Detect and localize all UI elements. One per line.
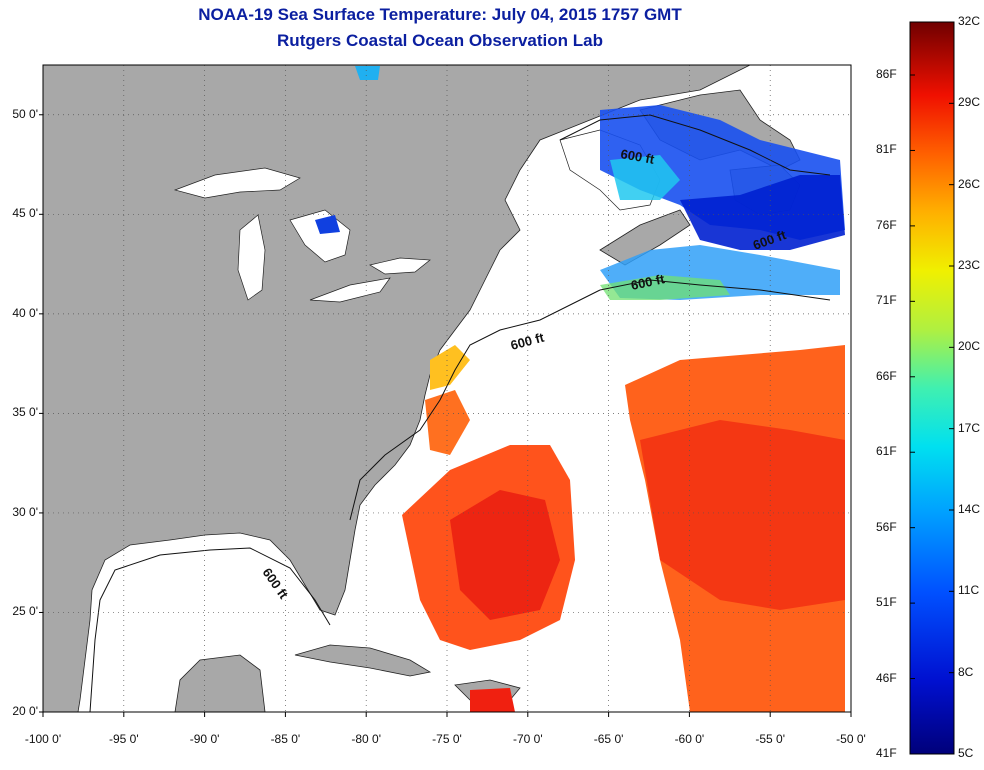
lon-tick-label: -100 0' xyxy=(24,732,62,746)
isobath-600ft xyxy=(89,114,831,713)
colorbar-ticks xyxy=(910,21,954,755)
contour-label-gulf-of-maine: 600 ft xyxy=(630,271,667,293)
colorbar-fahrenheit-label: 41F xyxy=(876,746,897,760)
lon-tick-label: -80 0' xyxy=(351,732,382,746)
lon-tick-label: -75 0' xyxy=(432,732,462,746)
map-subtitle: Rutgers Coastal Ocean Observation Lab xyxy=(277,31,603,50)
colorbar-celsius-label: 23C xyxy=(958,258,981,272)
sst-patch-sargasso-red xyxy=(450,490,560,620)
colorbar-fahrenheit-label: 71F xyxy=(876,293,897,308)
land-north-america xyxy=(43,65,751,712)
lon-tick-label: -85 0' xyxy=(270,732,301,746)
lat-tick-label: 35 0' xyxy=(12,405,38,420)
lat-tick-label: 20 0' xyxy=(12,704,38,718)
land-cuba xyxy=(294,644,432,677)
contour-label-st-lawrence: 600 ft xyxy=(619,146,656,167)
colorbar-celsius-label: 5C xyxy=(958,746,974,760)
lat-tick-label: 50 0' xyxy=(12,106,38,121)
lat-tick-label: 45 0' xyxy=(12,206,38,221)
lat-tick-label: 25 0' xyxy=(12,604,38,619)
colorbar-fahrenheit-label: 56F xyxy=(876,519,897,534)
colorbar-fahrenheit-label: 66F xyxy=(876,368,897,383)
lake-ontario xyxy=(369,257,431,275)
colorbar-celsius-label: 26C xyxy=(958,176,981,191)
colorbar-celsius-label: 20C xyxy=(958,339,981,354)
colorbar-fahrenheit-label: 86F xyxy=(876,67,897,81)
lake-erie xyxy=(309,277,391,303)
lon-tick-label: -95 0' xyxy=(108,732,139,746)
map-frame xyxy=(42,64,852,713)
lat-lon-grid xyxy=(39,65,852,717)
colorbar xyxy=(909,21,955,755)
colorbar-fahrenheit-label: 51F xyxy=(876,595,897,610)
land-yucatan xyxy=(174,654,266,712)
sst-patch-lake-huron xyxy=(315,215,340,234)
colorbar-celsius-label: 8C xyxy=(958,664,974,679)
sst-patch-cyan xyxy=(610,155,680,200)
lat-tick-label: 30 0' xyxy=(12,504,38,519)
colorbar-fahrenheit-label: 76F xyxy=(876,217,897,232)
colorbar-fahrenheit-label: 61F xyxy=(876,444,897,459)
colorbar-fahrenheit-label: 81F xyxy=(876,142,897,157)
sst-patch-bahamas-south xyxy=(470,688,515,712)
lon-tick-label: -60 0' xyxy=(674,732,705,746)
sst-patch-green xyxy=(600,275,730,300)
lon-tick-label: -90 0' xyxy=(189,732,220,746)
map-title: NOAA-19 Sea Surface Temperature: July 04… xyxy=(198,5,682,24)
colorbar-celsius-label: 14C xyxy=(958,502,981,516)
lon-tick-label: -55 0' xyxy=(755,732,786,746)
sst-patch-north xyxy=(355,66,380,80)
sst-patch-mid-atlantic xyxy=(430,345,470,390)
colorbar-celsius-label: 32C xyxy=(958,14,981,28)
sst-patch-deep-blue xyxy=(680,175,845,250)
lake-superior xyxy=(173,167,301,199)
colorbar-celsius-label: 29C xyxy=(958,95,981,110)
sst-patch-east-red xyxy=(640,420,845,610)
lon-tick-label: -50 0' xyxy=(836,732,866,746)
lon-tick-label: -65 0' xyxy=(593,732,624,746)
colorbar-celsius-label: 17C xyxy=(958,420,981,435)
lon-tick-label: -70 0' xyxy=(512,732,543,746)
lake-michigan xyxy=(237,214,266,301)
lat-tick-label: 40 0' xyxy=(12,305,38,320)
colorbar-fahrenheit-label: 46F xyxy=(876,670,897,685)
colorbar-celsius-label: 11C xyxy=(958,583,980,598)
